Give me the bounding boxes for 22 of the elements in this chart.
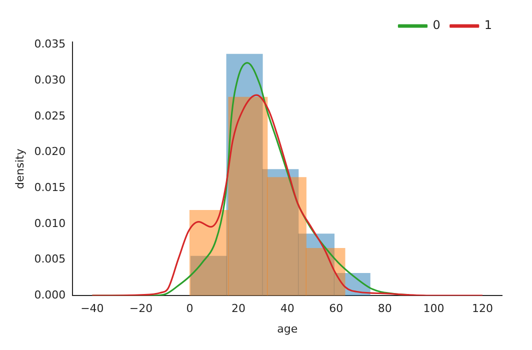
x-tick-label: −20: [129, 302, 153, 316]
x-tick-label: −40: [80, 302, 104, 316]
y-axis-title: density: [13, 148, 26, 189]
y-tick-label: 0.010: [34, 216, 66, 230]
y-tick-label: 0.020: [34, 145, 66, 158]
y-tick-label: 0.000: [34, 288, 66, 302]
x-tick-label: 80: [378, 302, 392, 316]
y-tick-label: 0.035: [34, 38, 66, 51]
legend-label: 1: [484, 18, 492, 32]
legend-label: 0: [432, 18, 440, 32]
x-tick-label: 60: [329, 302, 344, 316]
y-tick-label: 0.030: [34, 74, 66, 87]
line-series: [91, 94, 484, 296]
x-tick-label: 0: [186, 302, 194, 316]
x-tick-label: 20: [232, 302, 246, 316]
y-tick-label: 0.015: [34, 181, 66, 194]
x-axis-title: age: [277, 322, 298, 336]
x-tick-label: 120: [472, 302, 493, 316]
x-tick-label: 100: [423, 302, 444, 316]
x-tick-label: 40: [280, 302, 294, 316]
y-tick-label: 0.025: [34, 109, 66, 122]
y-tick-label: 0.005: [34, 252, 66, 266]
